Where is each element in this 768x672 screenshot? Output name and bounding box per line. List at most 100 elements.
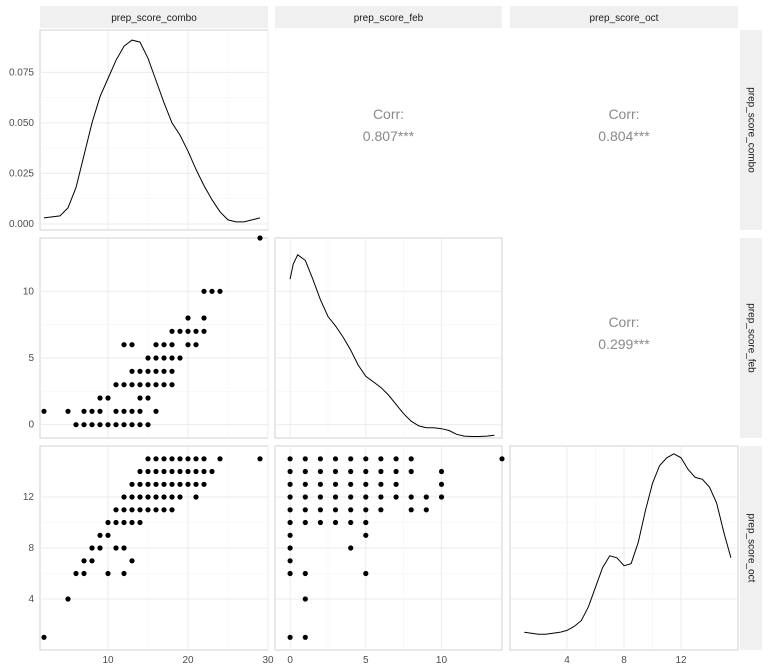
scatter-point	[177, 481, 183, 487]
y-tick-label: 0	[28, 420, 34, 431]
scatter-point	[89, 422, 95, 428]
scatter-point	[97, 395, 103, 401]
corr-value: 0.807***	[363, 128, 415, 144]
strip-side-label: prep_score_combo	[745, 87, 756, 173]
scatter-point	[423, 507, 429, 513]
scatter-point	[169, 481, 175, 487]
scatter-point	[201, 468, 207, 475]
x-tick-label: 10	[102, 655, 114, 666]
y-tick-label: 4	[28, 594, 34, 605]
x-tick-label: 20	[182, 655, 194, 666]
scatter-point	[201, 456, 207, 462]
scatter-point	[89, 545, 95, 551]
x-tick-label: 30	[262, 655, 274, 666]
scatter-point	[65, 408, 71, 414]
scatter-point	[105, 532, 111, 538]
scatter-point	[169, 507, 175, 513]
scatter-point	[287, 468, 293, 475]
scatter-point	[408, 507, 414, 513]
scatter-point	[438, 494, 445, 500]
scatter-point	[145, 395, 151, 401]
scatter-point	[499, 456, 505, 462]
scatter-point	[161, 468, 167, 475]
scatter-point	[185, 456, 191, 462]
scatter-point	[302, 519, 308, 526]
scatter-point	[153, 355, 159, 361]
corr-label: Corr:	[373, 106, 404, 122]
x-tick-label: 8	[621, 655, 627, 666]
scatter-point	[302, 468, 308, 475]
scatter-point	[393, 468, 399, 475]
scatter-point	[332, 456, 339, 462]
panel-1-0	[39, 237, 269, 439]
scatter-point	[129, 507, 135, 513]
scatter-point	[153, 468, 159, 475]
scatter-point	[145, 382, 151, 388]
panel-1-1	[274, 237, 503, 439]
scatter-point	[408, 456, 414, 462]
scatter-point	[41, 408, 47, 414]
scatter-point	[105, 570, 111, 577]
scatter-point	[393, 481, 399, 487]
scatter-point	[257, 456, 263, 462]
x-tick-label: 0	[287, 655, 293, 666]
x-tick-label: 4	[564, 655, 570, 666]
scatter-point	[209, 288, 215, 294]
scatter-point	[129, 422, 135, 428]
scatter-point	[201, 328, 207, 334]
scatter-point	[121, 342, 127, 348]
scatter-point	[161, 494, 167, 500]
y-tick-label: 0.000	[9, 219, 34, 230]
strip-side-2	[740, 446, 762, 650]
scatter-point	[193, 328, 199, 334]
scatter-point	[97, 545, 103, 551]
scatter-point	[129, 382, 135, 388]
density-curve-feb	[289, 254, 495, 437]
scatter-point	[105, 422, 111, 428]
scatter-point	[145, 468, 151, 475]
scatter-point	[41, 634, 47, 640]
scatter-point	[65, 596, 71, 602]
scatter-point	[89, 558, 95, 564]
scatter-point	[121, 422, 127, 428]
scatter-point	[287, 456, 293, 462]
scatter-point	[121, 507, 127, 513]
scatter-point	[121, 408, 127, 414]
scatter-point	[201, 315, 207, 321]
scatter-point	[73, 570, 79, 577]
scatter-point	[177, 328, 183, 334]
scatter-point	[169, 494, 175, 500]
scatter-point	[161, 342, 167, 348]
scatter-point	[129, 494, 135, 500]
y-tick-label: 12	[23, 492, 35, 503]
scatter-point	[185, 315, 191, 321]
scatter-point	[378, 481, 384, 487]
scatter-point	[193, 481, 199, 487]
density-curve-oct	[524, 453, 732, 635]
scatter-point	[287, 558, 293, 564]
scatter-point	[145, 507, 151, 513]
scatter-point	[348, 468, 354, 475]
strip-side-label: prep_score_oct	[745, 514, 756, 583]
scatter-point	[161, 355, 167, 361]
scatter-point	[153, 481, 159, 487]
scatter-point	[317, 481, 323, 487]
strip-top-2	[510, 6, 738, 28]
scatter-point	[121, 382, 127, 388]
scatter-point	[332, 519, 339, 526]
strip-top-1	[275, 6, 502, 28]
scatter-point	[332, 494, 339, 500]
scatter-point	[348, 481, 354, 487]
scatter-point	[129, 342, 135, 348]
scatter-point	[348, 507, 354, 513]
scatter-point	[302, 634, 308, 640]
corr-label: Corr:	[608, 314, 639, 330]
y-tick-label: 0.075	[9, 67, 34, 78]
scatter-point	[169, 328, 175, 334]
scatter-point	[137, 468, 143, 475]
scatter-point	[161, 368, 167, 374]
scatter-point	[332, 468, 339, 475]
scatter-point	[185, 342, 191, 348]
scatter-point	[169, 342, 175, 348]
